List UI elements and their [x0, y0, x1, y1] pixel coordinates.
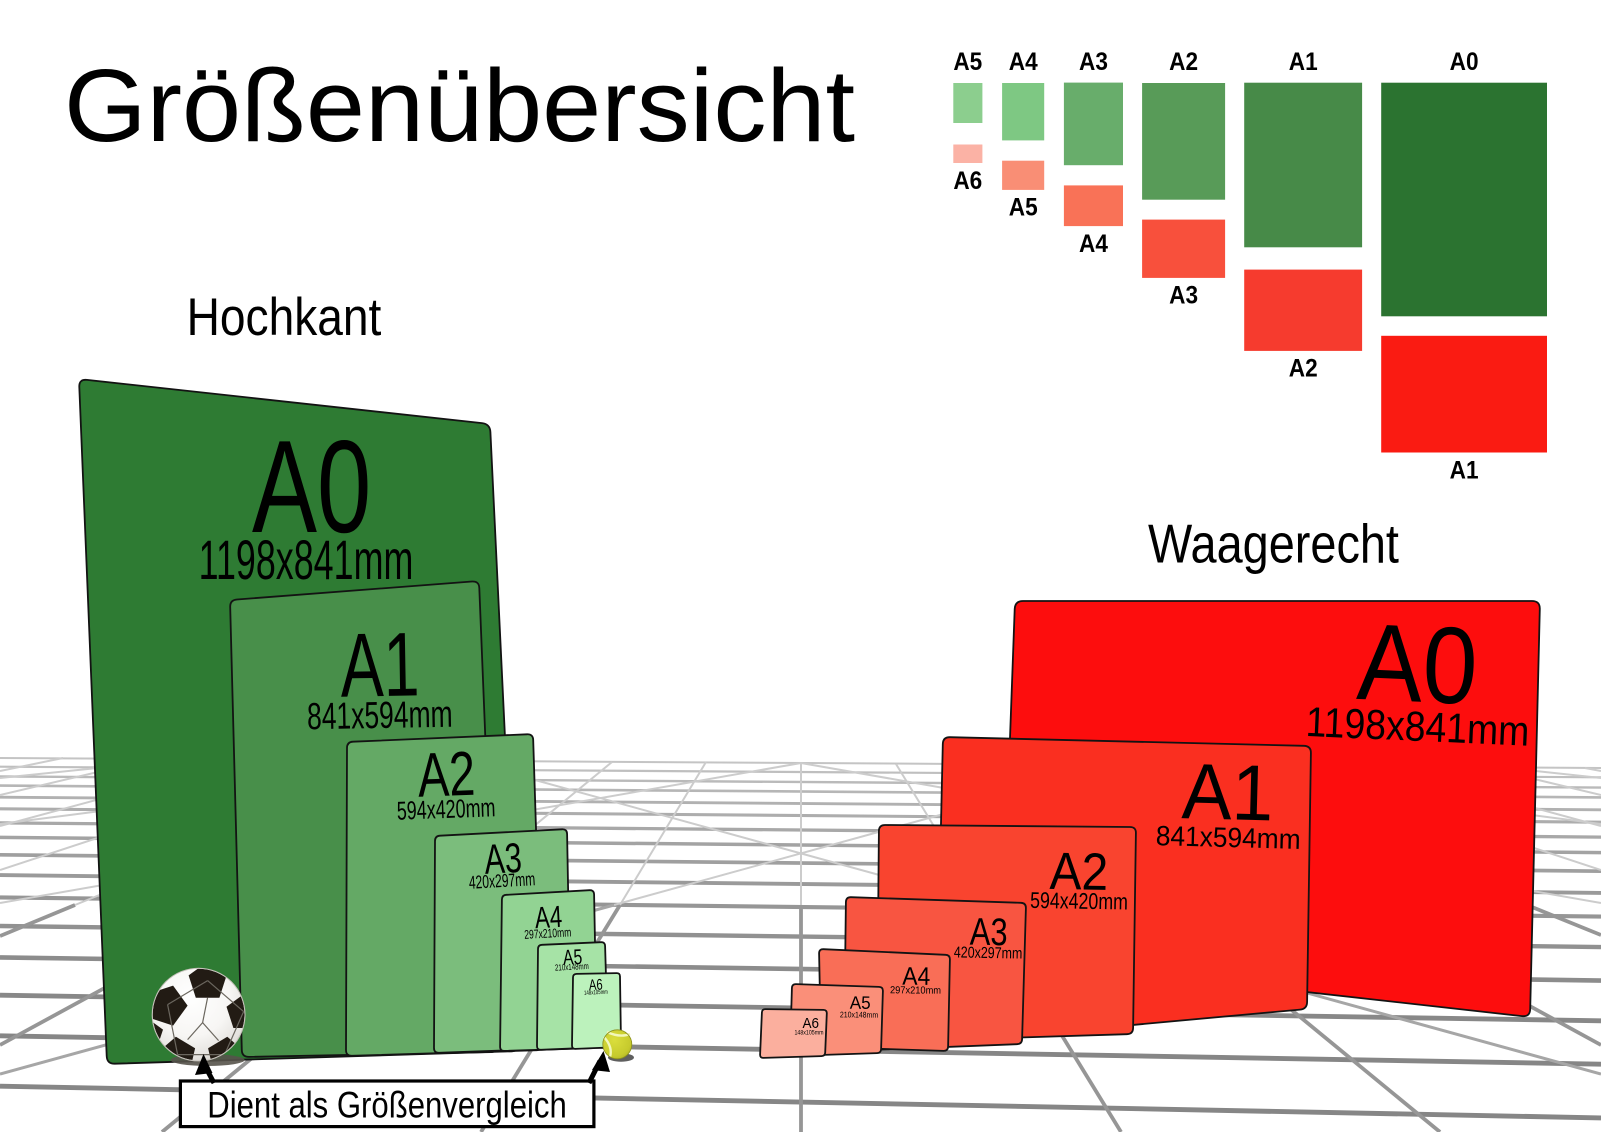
- svg-text:A4: A4: [1079, 230, 1108, 259]
- svg-text:A0: A0: [1355, 600, 1480, 727]
- svg-text:A5: A5: [562, 945, 582, 970]
- svg-text:A5: A5: [953, 48, 982, 77]
- svg-text:A6: A6: [953, 167, 982, 196]
- svg-text:A0: A0: [252, 413, 371, 561]
- svg-text:A3: A3: [483, 834, 523, 883]
- svg-text:420x297mm: 420x297mm: [468, 870, 535, 894]
- svg-text:A4: A4: [1009, 48, 1038, 77]
- svg-text:420x297mm: 420x297mm: [954, 944, 1023, 963]
- svg-text:A5: A5: [1009, 194, 1038, 223]
- svg-text:1198x841mm: 1198x841mm: [199, 529, 414, 591]
- svg-text:594x420mm: 594x420mm: [396, 793, 496, 826]
- svg-text:A4: A4: [902, 963, 930, 992]
- svg-text:A2: A2: [417, 738, 477, 810]
- svg-text:Hochkant: Hochkant: [187, 287, 382, 347]
- svg-text:A3: A3: [1079, 48, 1108, 77]
- svg-text:A1: A1: [1181, 747, 1275, 838]
- svg-text:210x148mm: 210x148mm: [555, 961, 589, 973]
- svg-text:297x210mm: 297x210mm: [524, 926, 572, 942]
- svg-text:Dient als Größenvergleich: Dient als Größenvergleich: [207, 1085, 567, 1126]
- svg-text:A2: A2: [1169, 48, 1198, 77]
- svg-text:A3: A3: [1169, 282, 1198, 311]
- svg-text:297x210mm: 297x210mm: [890, 985, 941, 997]
- svg-text:Größenübersicht: Größenübersicht: [64, 48, 855, 163]
- svg-text:A6: A6: [802, 1015, 819, 1032]
- svg-text:A2: A2: [1289, 355, 1318, 384]
- svg-text:A2: A2: [1049, 841, 1109, 902]
- svg-text:A3: A3: [969, 910, 1007, 954]
- svg-text:A1: A1: [1450, 456, 1479, 485]
- svg-text:210x148mm: 210x148mm: [840, 1010, 878, 1020]
- svg-text:A1: A1: [1289, 48, 1318, 77]
- svg-text:1198x841mm: 1198x841mm: [1305, 699, 1530, 755]
- svg-text:A0: A0: [1450, 48, 1479, 77]
- svg-text:841x594mm: 841x594mm: [1155, 819, 1301, 855]
- svg-text:841x594mm: 841x594mm: [307, 692, 453, 737]
- svg-text:A5: A5: [850, 992, 871, 1013]
- svg-text:148x105mm: 148x105mm: [584, 989, 609, 997]
- svg-text:Waagerecht: Waagerecht: [1148, 513, 1399, 574]
- svg-text:594x420mm: 594x420mm: [1030, 888, 1128, 915]
- svg-text:A1: A1: [340, 613, 421, 716]
- svg-text:A6: A6: [588, 976, 603, 994]
- svg-text:148x105mm: 148x105mm: [795, 1030, 824, 1036]
- svg-text:A4: A4: [534, 899, 563, 935]
